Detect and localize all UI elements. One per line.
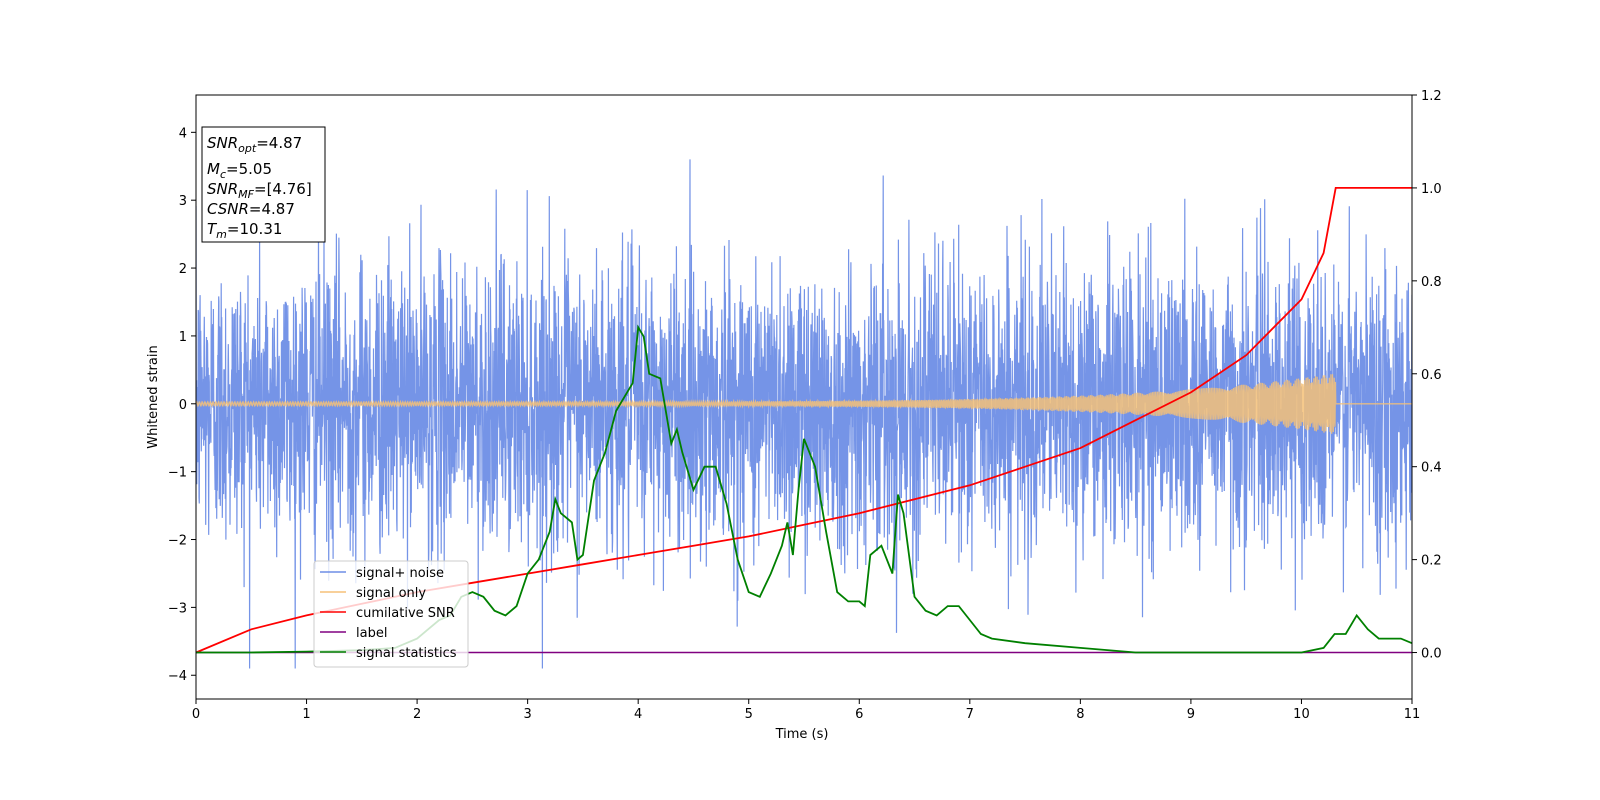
y-tick-label: −4 <box>168 669 187 684</box>
y-axis-left: −4 −3 −2 −1 0 1 2 3 4 <box>168 126 196 684</box>
legend: signal+ noise signal only cumilative SNR… <box>313 560 469 668</box>
legend-label-signal-only: signal only <box>356 586 426 601</box>
legend-frame <box>313 560 469 668</box>
x-tick-label: 9 <box>1187 707 1195 722</box>
y2-tick-label: 0.8 <box>1421 275 1442 290</box>
info-box: SNRopt=4.87 Mc=5.05 SNRMF=[4.76] CSNR=4.… <box>201 126 326 243</box>
legend-label-label: label <box>356 626 387 641</box>
x-tick-label: 4 <box>634 707 642 722</box>
x-tick-label: 7 <box>966 707 974 722</box>
x-tick-label: 11 <box>1404 707 1421 722</box>
y2-tick-label: 0.0 <box>1421 647 1442 662</box>
legend-label-signal-statistics: signal statistics <box>356 646 457 661</box>
y-tick-label: −3 <box>168 601 187 616</box>
x-tick-label: 10 <box>1293 707 1310 722</box>
y-tick-label: 1 <box>179 330 187 345</box>
plot-frame <box>195 94 1413 700</box>
y2-tick-label: 0.4 <box>1421 461 1442 476</box>
info-tm: Tm=10.31 <box>207 220 282 241</box>
y-axis-label: Whitened strain <box>146 345 161 448</box>
y-tick-label: 3 <box>179 194 187 209</box>
y2-tick-label: 1.2 <box>1421 89 1442 104</box>
info-mc: Mc=5.05 <box>207 160 272 181</box>
x-tick-label: 6 <box>855 707 863 722</box>
signal-noise-line <box>196 159 1412 669</box>
y-axis-right: 0.0 0.2 0.4 0.6 0.8 1.0 1.2 <box>1412 89 1442 662</box>
y-tick-label: 4 <box>179 126 187 141</box>
x-tick-label: 2 <box>413 707 421 722</box>
y-tick-label: −2 <box>168 534 187 549</box>
x-tick-label: 5 <box>745 707 753 722</box>
info-snr-opt: SNRopt=4.87 <box>207 134 302 155</box>
x-tick-label: 8 <box>1076 707 1084 722</box>
y2-tick-label: 1.0 <box>1421 182 1442 197</box>
y2-tick-label: 0.6 <box>1421 368 1442 383</box>
y-tick-label: −1 <box>168 466 187 481</box>
x-axis: 0 1 2 3 4 5 6 7 8 9 10 11 <box>192 699 1420 722</box>
legend-label-signal-noise: signal+ noise <box>356 566 444 581</box>
y-tick-label: 0 <box>179 398 187 413</box>
x-tick-label: 3 <box>523 707 531 722</box>
series-signal-statisticsline <box>196 324 1412 654</box>
legend-label-cumilative-snr: cumilative SNR <box>356 606 455 621</box>
info-snr-mf: SNRMF=[4.76] <box>207 180 312 201</box>
x-axis-label: Time (s) <box>775 727 829 742</box>
signal-only-line <box>196 374 1412 434</box>
x-tick-label: 1 <box>302 707 310 722</box>
info-box-frame <box>201 126 326 243</box>
y-tick-label: 2 <box>179 262 187 277</box>
x-tick-label: 0 <box>192 707 200 722</box>
series-signal-only <box>196 374 1412 434</box>
y2-tick-label: 0.2 <box>1421 554 1442 569</box>
info-csnr: CSNR=4.87 <box>207 200 295 218</box>
series-signal-noise <box>196 159 1412 669</box>
